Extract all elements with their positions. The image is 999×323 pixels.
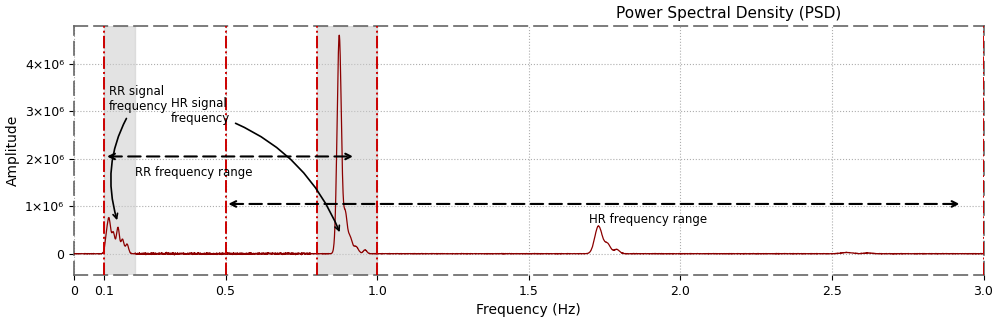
Title: Power Spectral Density (PSD): Power Spectral Density (PSD)	[616, 5, 841, 21]
Y-axis label: Amplitude: Amplitude	[6, 115, 20, 186]
Bar	[104, 26, 135, 275]
Bar	[317, 26, 378, 275]
Text: HR frequency range: HR frequency range	[589, 214, 707, 226]
Text: HR signal
frequency: HR signal frequency	[171, 97, 340, 231]
Text: RR signal
frequency: RR signal frequency	[109, 85, 168, 218]
X-axis label: Frequency (Hz): Frequency (Hz)	[477, 303, 581, 318]
Text: RR frequency range: RR frequency range	[135, 166, 252, 179]
